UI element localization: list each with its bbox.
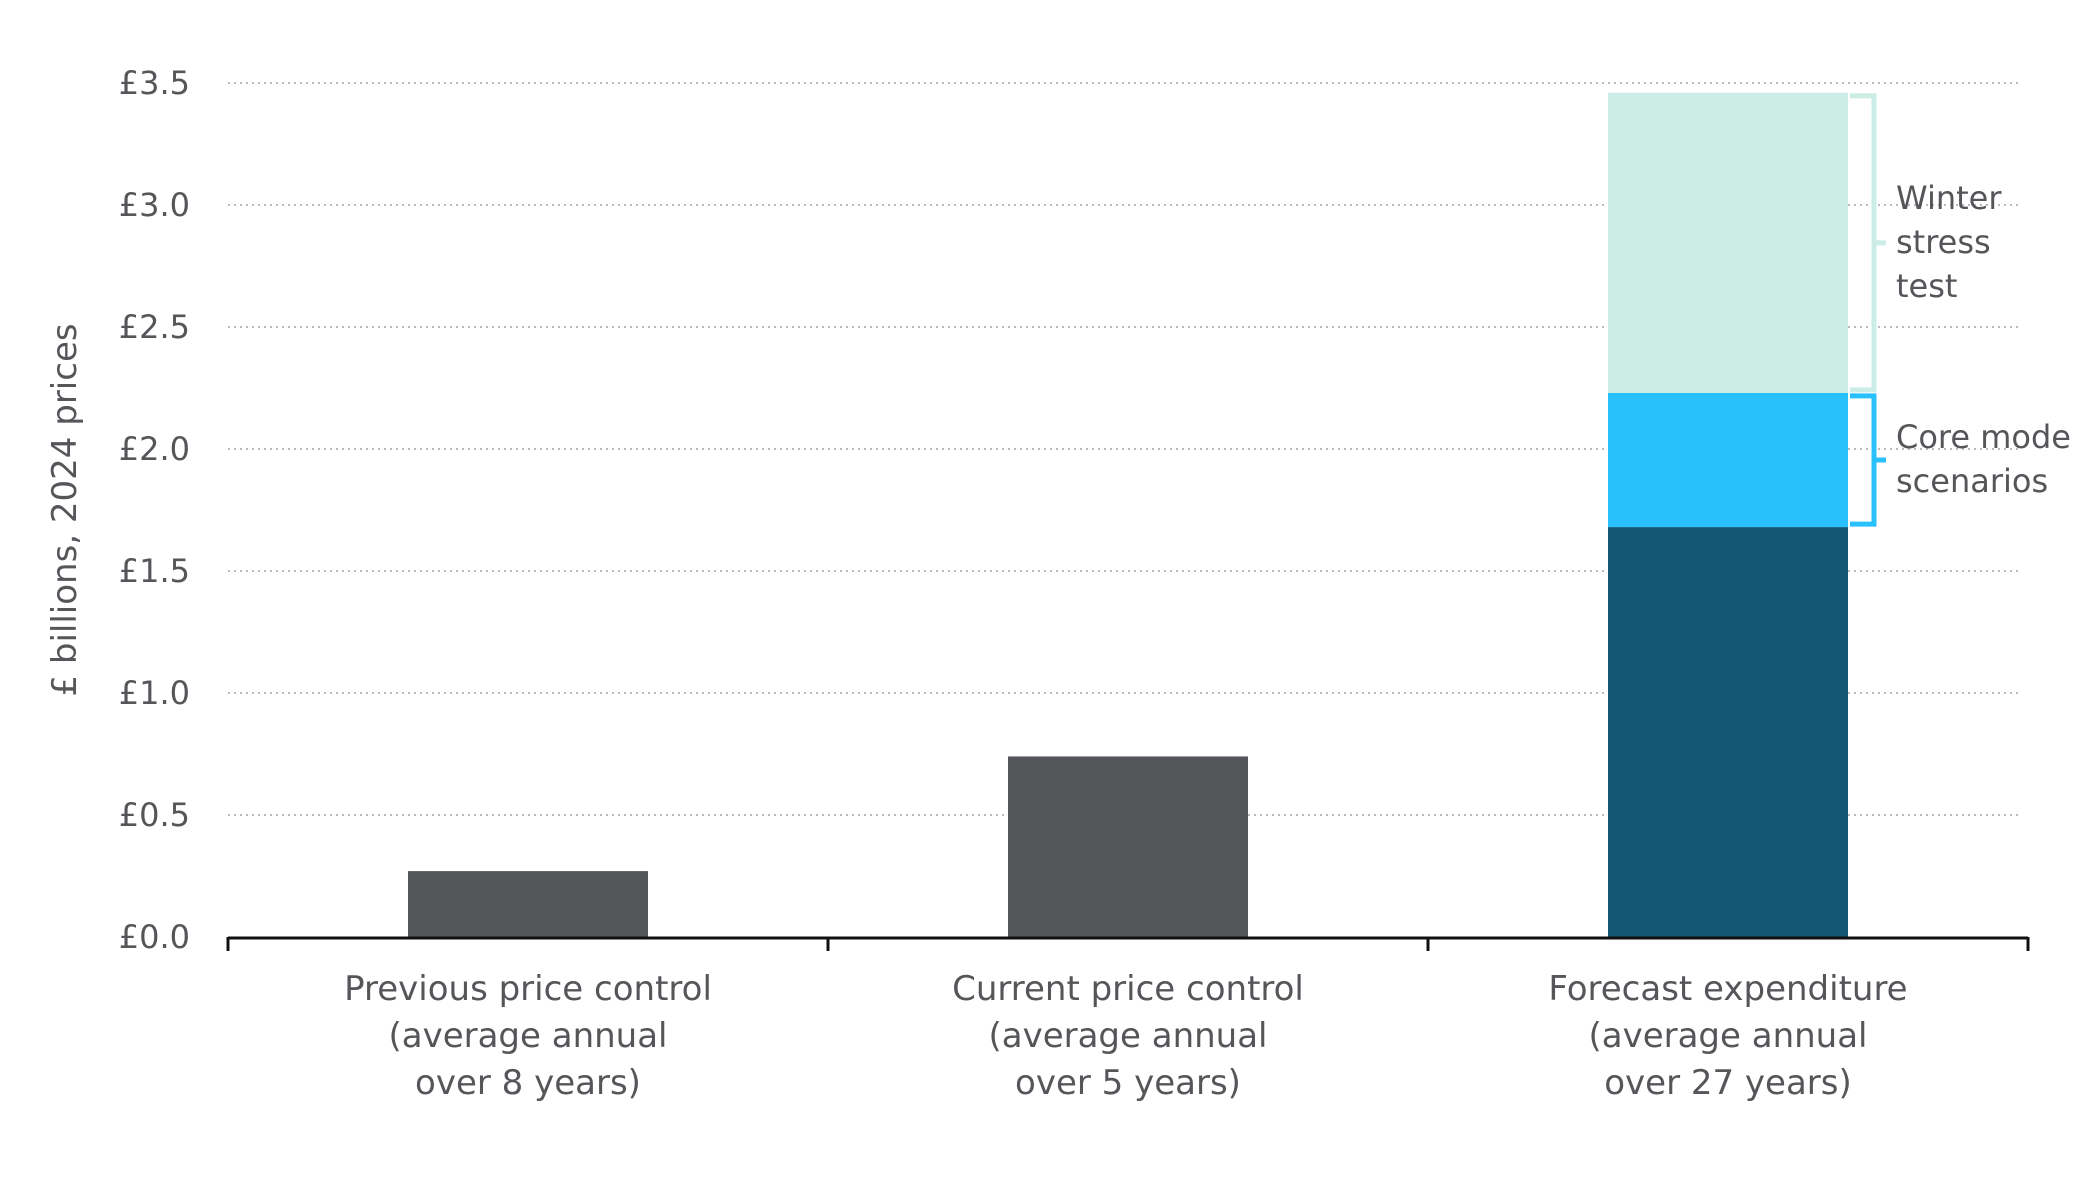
x-category-label: Current price control (952, 969, 1304, 1009)
annotation-label: scenarios (1896, 462, 2048, 500)
x-axis (226, 936, 2030, 951)
y-tick-label: £2.0 (119, 430, 190, 468)
x-category-label: (average annual (388, 1016, 667, 1056)
x-category-label: over 8 years) (415, 1063, 641, 1103)
y-tick-label: £2.5 (119, 308, 190, 346)
y-tick-label: £0.0 (119, 918, 190, 956)
x-axis-category-labels: Previous price control (average annual ove… (344, 969, 1908, 1103)
x-category-label: (average annual (988, 1016, 1267, 1056)
bracket-annotations: Winter stress test Core model scenarios (1850, 93, 2074, 527)
x-category-label: (average annual (1588, 1016, 1867, 1056)
bar-segment (1608, 92, 1848, 393)
annotation-label: Winter (1896, 179, 2002, 217)
bar-segment (1608, 392, 1848, 528)
bar-segment (1608, 527, 1848, 937)
y-tick-label: £1.5 (119, 552, 190, 590)
y-axis-title: £ billions, 2024 prices (45, 323, 85, 696)
y-tick-label: £1.0 (119, 674, 190, 712)
annotation-label: Core model (1896, 418, 2074, 456)
x-category-label: Previous price control (344, 969, 712, 1009)
y-tick-label: £3.0 (119, 186, 190, 224)
x-category-label: over 27 years) (1604, 1063, 1852, 1103)
annotation-label: test (1896, 267, 1957, 305)
y-axis-tick-labels: £0.0 £0.5 £1.0 £1.5 £2.0 £2.5 £3.0 £3.5 (119, 64, 190, 956)
annotation-label: stress (1896, 223, 1991, 261)
x-category-label: over 5 years) (1015, 1063, 1241, 1103)
annotation-bracket (1850, 393, 1877, 527)
x-category-label: Forecast expenditure (1548, 969, 1907, 1009)
bar-segment (408, 871, 648, 937)
bars (408, 92, 1848, 937)
bar-segment (1008, 756, 1248, 937)
y-tick-label: £3.5 (119, 64, 190, 102)
y-tick-label: £0.5 (119, 796, 190, 834)
annotation-bracket (1850, 93, 1877, 393)
